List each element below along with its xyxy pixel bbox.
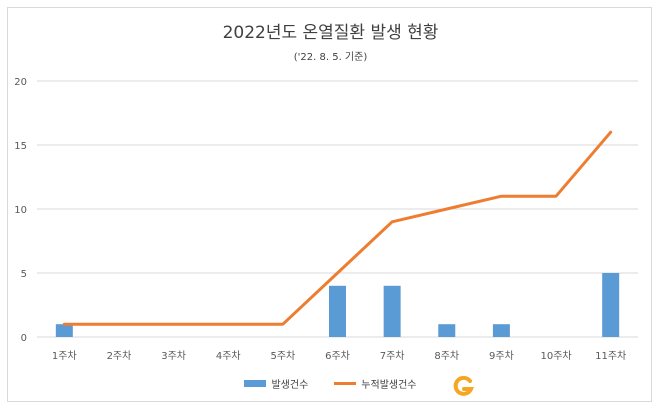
y-tick-label: 15 bbox=[14, 141, 27, 152]
bar bbox=[329, 285, 346, 337]
y-tick-label: 5 bbox=[21, 269, 27, 280]
bar bbox=[492, 324, 510, 337]
bar bbox=[438, 324, 456, 337]
x-tick-label: 1주차 bbox=[52, 350, 77, 362]
legend-item-bar: 발생건수 bbox=[244, 376, 308, 391]
line-series bbox=[62, 130, 613, 326]
legend-swatch-line bbox=[334, 382, 357, 385]
x-tick-label: 10주차 bbox=[540, 350, 571, 362]
legend-label-line: 누적발생건수 bbox=[361, 380, 417, 391]
legend-item-line: 누적발생건수 bbox=[334, 376, 417, 391]
watermark-logo-icon bbox=[453, 375, 475, 396]
x-tick-label: 11주차 bbox=[595, 350, 626, 362]
x-tick-labels: 1주차 2주차 3주차 4주차 5주차 6주차 7주차 8주차 9주차 10주차 11주차 bbox=[52, 350, 626, 362]
legend-label-bar: 발생건수 bbox=[271, 380, 309, 391]
y-tick-label: 0 bbox=[21, 333, 27, 344]
y-tick-labels: 0 5 10 15 20 bbox=[14, 77, 27, 344]
legend-swatch-bar bbox=[244, 380, 267, 387]
x-tick-label: 7주차 bbox=[380, 350, 405, 362]
bar bbox=[383, 285, 401, 337]
bar bbox=[55, 324, 73, 337]
chart-subtitle: ('22. 8. 5. 기준) bbox=[293, 52, 368, 63]
chart-title: 2022년도 온열질환 발생 현황 bbox=[222, 23, 439, 43]
x-tick-label: 3주차 bbox=[161, 350, 186, 362]
x-tick-label: 6주차 bbox=[325, 350, 350, 362]
legend: 발생건수 누적발생건수 bbox=[0, 376, 661, 391]
x-tick-label: 2주차 bbox=[107, 350, 132, 362]
x-tick-label: 4주차 bbox=[216, 350, 241, 362]
y-tick-label: 20 bbox=[14, 77, 27, 88]
x-tick-label: 8주차 bbox=[434, 350, 459, 362]
bar bbox=[602, 273, 620, 337]
bar-series bbox=[55, 273, 620, 337]
y-tick-label: 10 bbox=[14, 205, 27, 216]
cumulative-line bbox=[62, 130, 613, 326]
x-tick-label: 5주차 bbox=[270, 350, 295, 362]
x-tick-label: 9주차 bbox=[489, 350, 514, 362]
